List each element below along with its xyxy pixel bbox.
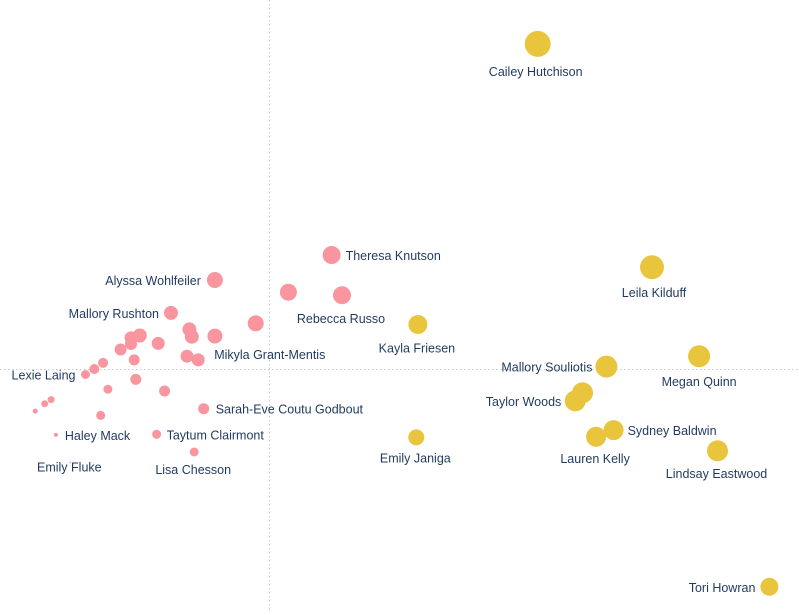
data-point[interactable] [408, 429, 425, 446]
data-point[interactable] [707, 440, 728, 462]
data-point[interactable] [89, 364, 100, 374]
data-point[interactable] [69, 461, 72, 464]
data-point[interactable] [198, 403, 210, 415]
data-point[interactable] [586, 426, 607, 447]
point-label: Mallory Rushton [69, 307, 159, 321]
point-label: Mallory Souliotis [501, 361, 592, 375]
point-label: Lindsay Eastwood [666, 467, 768, 481]
data-point[interactable] [524, 30, 551, 57]
points-layer [32, 30, 779, 596]
point-label: Taylor Woods [486, 395, 562, 409]
data-point[interactable] [152, 429, 162, 439]
point-label: Emily Janiga [380, 451, 451, 465]
data-point[interactable] [53, 432, 58, 437]
data-point[interactable] [322, 246, 341, 264]
point-label: Megan Quinn [662, 375, 737, 389]
data-point[interactable] [164, 305, 178, 320]
data-point[interactable] [151, 336, 165, 350]
data-point[interactable] [207, 328, 223, 344]
data-point[interactable] [333, 286, 351, 305]
point-label: Lisa Chesson [155, 463, 231, 477]
data-point[interactable] [206, 272, 223, 288]
point-label: Taytum Clairmont [167, 428, 265, 442]
point-label: Haley Mack [65, 429, 131, 443]
data-point[interactable] [125, 338, 137, 350]
point-label: Tori Howran [689, 581, 756, 595]
data-point[interactable] [760, 577, 779, 596]
point-label: Lauren Kelly [560, 452, 630, 466]
point-label: Sarah-Eve Coutu Godbout [216, 403, 364, 417]
data-point[interactable] [408, 315, 428, 334]
labels-layer: Alyssa Wohlfeiler Theresa Knutson Rebecca … [12, 65, 768, 595]
point-label: Mikyla Grant-Mentis [214, 348, 325, 362]
data-point[interactable] [191, 353, 205, 367]
data-point[interactable] [180, 349, 194, 363]
data-point[interactable] [103, 384, 113, 394]
data-point[interactable] [189, 447, 199, 457]
data-point[interactable] [159, 385, 171, 397]
point-label: Rebecca Russo [297, 312, 385, 326]
data-point[interactable] [595, 355, 618, 378]
data-point[interactable] [279, 283, 297, 301]
point-label: Sydney Baldwin [628, 424, 717, 438]
point-label: Cailey Hutchison [489, 65, 583, 79]
data-point[interactable] [128, 354, 140, 366]
data-point[interactable] [184, 329, 199, 344]
point-label: Theresa Knutson [346, 249, 441, 263]
data-point[interactable] [114, 343, 127, 356]
data-point[interactable] [41, 400, 49, 408]
data-point[interactable] [247, 315, 264, 332]
data-point[interactable] [603, 420, 624, 441]
data-point[interactable] [81, 370, 90, 379]
data-point[interactable] [130, 373, 142, 385]
data-point[interactable] [32, 408, 38, 414]
data-point[interactable] [688, 345, 711, 368]
data-point[interactable] [564, 390, 586, 412]
point-label: Emily Fluke [37, 460, 102, 474]
data-point[interactable] [47, 396, 55, 404]
data-point[interactable] [640, 255, 664, 280]
data-point[interactable] [96, 410, 106, 420]
data-point[interactable] [98, 357, 109, 368]
point-label: Alyssa Wohlfeiler [105, 274, 201, 288]
point-label: Kayla Friesen [379, 342, 455, 356]
point-label: Lexie Laing [12, 369, 76, 383]
point-label: Leila Kilduff [622, 286, 687, 300]
